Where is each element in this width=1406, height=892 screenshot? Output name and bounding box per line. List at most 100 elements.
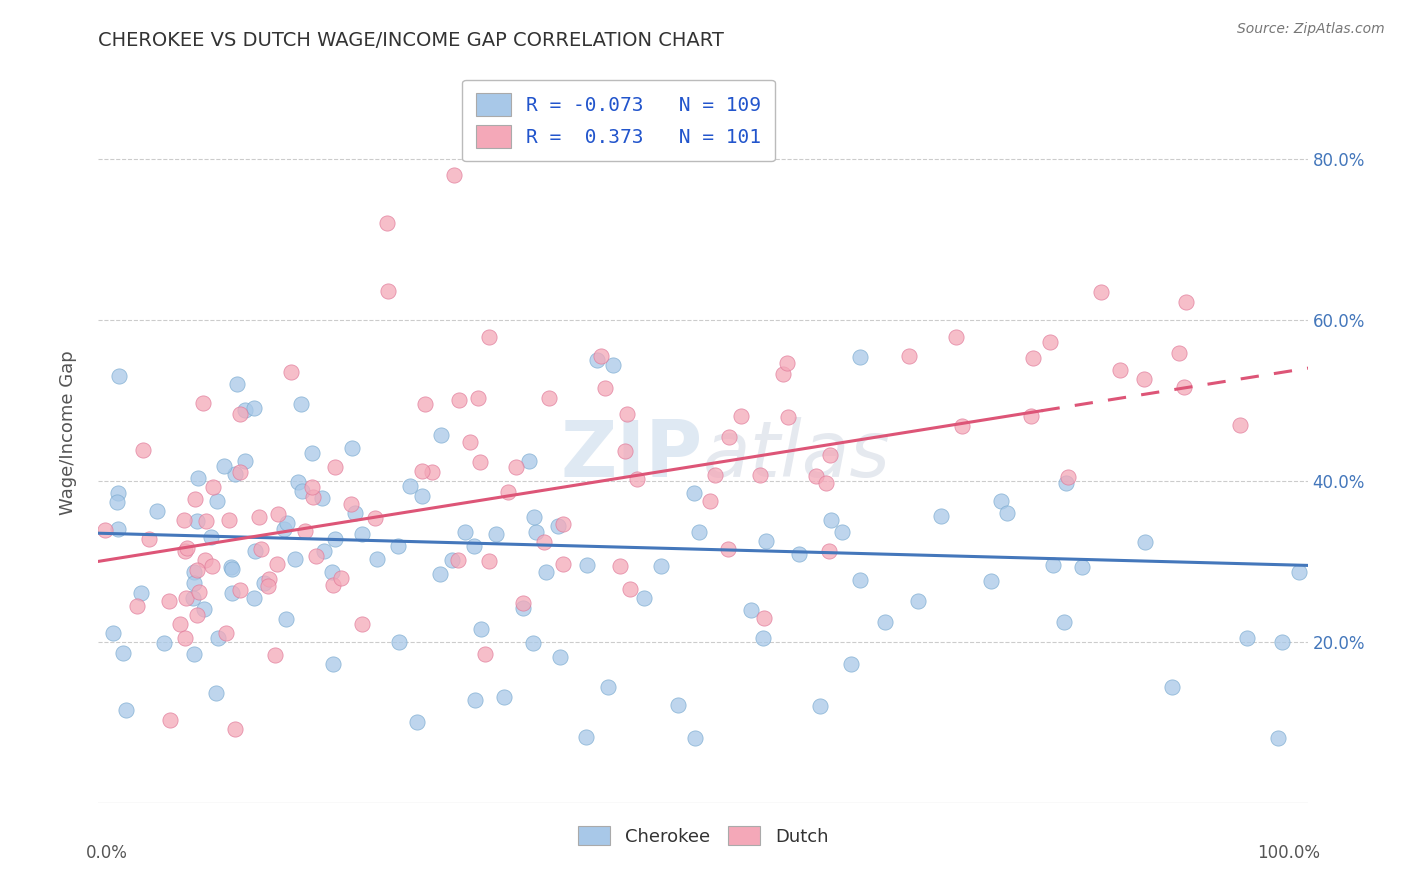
Point: [898, 350, 921, 364]
Point: [1039, 334, 1062, 349]
Point: [194, 552, 217, 566]
Point: [233, 403, 256, 417]
Point: [1133, 372, 1156, 386]
Y-axis label: Wage/Income Gap: Wage/Income Gap: [59, 351, 77, 515]
Point: [1071, 559, 1094, 574]
Point: [666, 698, 689, 713]
Point: [153, 636, 176, 650]
Point: [330, 571, 353, 585]
Point: [274, 612, 297, 626]
Point: [517, 454, 540, 468]
Point: [187, 585, 209, 599]
Point: [221, 586, 243, 600]
Point: [704, 468, 727, 483]
Point: [183, 647, 205, 661]
Point: [718, 430, 741, 444]
Point: [276, 516, 298, 530]
Point: [820, 513, 842, 527]
Point: [247, 510, 270, 524]
Point: [406, 715, 429, 730]
Point: [717, 542, 740, 557]
Point: [201, 559, 224, 574]
Point: [284, 552, 307, 566]
Point: [818, 448, 841, 462]
Point: [496, 484, 519, 499]
Point: [1090, 285, 1112, 300]
Point: [1161, 680, 1184, 694]
Point: [221, 560, 243, 574]
Point: [266, 557, 288, 571]
Point: [1053, 615, 1076, 629]
Point: [575, 558, 598, 573]
Point: [302, 490, 325, 504]
Point: [550, 650, 572, 665]
Point: [755, 533, 778, 548]
Point: [682, 486, 704, 500]
Point: [749, 467, 772, 482]
Point: [522, 636, 544, 650]
Point: [205, 686, 228, 700]
Point: [94, 523, 117, 537]
Point: [169, 616, 191, 631]
Point: [263, 648, 285, 662]
Point: [253, 576, 276, 591]
Point: [202, 480, 225, 494]
Point: [1229, 418, 1251, 433]
Point: [980, 574, 1002, 589]
Point: [616, 407, 638, 421]
Point: [200, 530, 222, 544]
Point: [129, 586, 152, 600]
Point: [547, 518, 569, 533]
Point: [524, 525, 547, 540]
Point: [229, 408, 252, 422]
Point: [470, 455, 492, 469]
Point: [754, 611, 776, 625]
Text: CHEROKEE VS DUTCH WAGE/INCOME GAP CORRELATION CHART: CHEROKEE VS DUTCH WAGE/INCOME GAP CORREL…: [98, 30, 724, 50]
Point: [485, 527, 508, 541]
Point: [494, 690, 516, 705]
Point: [443, 168, 465, 182]
Point: [229, 465, 252, 479]
Point: [839, 657, 862, 672]
Point: [224, 467, 246, 482]
Point: [411, 489, 433, 503]
Point: [613, 444, 636, 458]
Point: [1133, 535, 1156, 549]
Point: [478, 330, 501, 344]
Point: [387, 539, 409, 553]
Point: [512, 601, 534, 615]
Point: [215, 626, 238, 640]
Legend: Cherokee, Dutch: Cherokee, Dutch: [571, 819, 835, 853]
Point: [174, 631, 197, 645]
Point: [352, 617, 374, 632]
Point: [173, 543, 195, 558]
Point: [817, 543, 839, 558]
Point: [125, 599, 148, 614]
Point: [1054, 475, 1077, 490]
Point: [596, 680, 619, 694]
Point: [352, 527, 374, 541]
Point: [551, 558, 574, 572]
Point: [1267, 731, 1289, 746]
Point: [250, 541, 273, 556]
Point: [366, 552, 388, 566]
Point: [474, 648, 496, 662]
Point: [343, 506, 366, 520]
Point: [229, 583, 252, 598]
Point: [1168, 346, 1191, 360]
Point: [107, 486, 129, 500]
Point: [1174, 295, 1197, 310]
Point: [159, 713, 181, 727]
Point: [730, 409, 752, 423]
Point: [294, 524, 316, 538]
Point: [287, 475, 309, 489]
Point: [1271, 635, 1294, 649]
Point: [183, 565, 205, 579]
Point: [183, 492, 205, 507]
Point: [447, 552, 470, 566]
Point: [174, 591, 197, 605]
Point: [256, 579, 278, 593]
Point: [875, 615, 897, 629]
Point: [243, 401, 266, 416]
Point: [688, 524, 710, 539]
